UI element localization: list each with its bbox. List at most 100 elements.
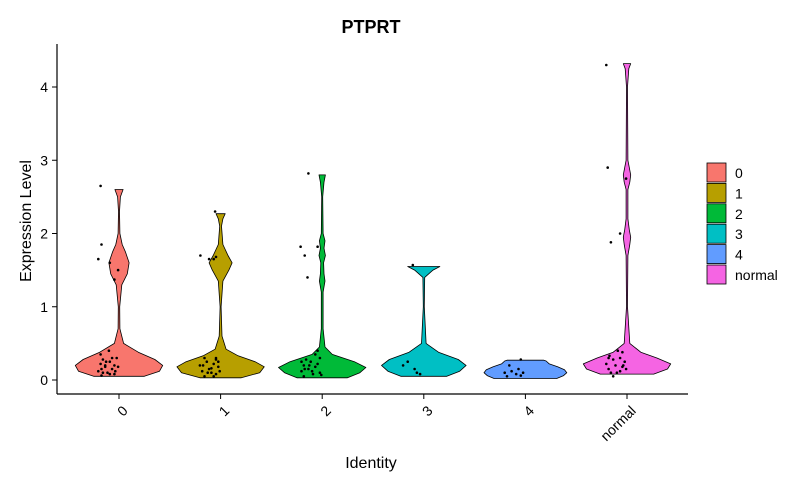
- data-point: [615, 371, 619, 375]
- data-point: [99, 353, 102, 356]
- data-point: [104, 360, 108, 364]
- legend-label-1: 1: [735, 185, 743, 201]
- data-point: [609, 241, 613, 244]
- data-point: [203, 356, 206, 360]
- data-point: [514, 372, 518, 376]
- data-point: [618, 232, 622, 235]
- data-point: [210, 371, 213, 375]
- data-point: [519, 374, 523, 377]
- data-point: [214, 255, 218, 259]
- data-point: [210, 367, 213, 370]
- data-point: [616, 349, 620, 353]
- data-point: [110, 367, 114, 371]
- data-point: [308, 364, 311, 367]
- data-point: [212, 257, 215, 261]
- data-point: [406, 360, 410, 364]
- x-tick-label: 4: [520, 402, 537, 419]
- data-point: [517, 367, 520, 371]
- data-point: [521, 371, 525, 375]
- y-tick-label: 0: [40, 372, 48, 388]
- data-point: [299, 245, 302, 248]
- data-point: [307, 367, 310, 371]
- data-point: [622, 364, 625, 367]
- legend-label-3: 3: [735, 226, 743, 242]
- data-point: [607, 367, 610, 371]
- data-point: [113, 278, 116, 281]
- data-point: [203, 375, 206, 378]
- legend-swatch-2: [706, 203, 727, 224]
- data-point: [415, 371, 419, 375]
- data-point: [207, 367, 211, 371]
- data-point: [510, 369, 513, 373]
- data-point: [605, 63, 608, 67]
- y-axis-label: Expression Level: [18, 160, 35, 282]
- data-point: [201, 364, 205, 367]
- data-point: [418, 372, 422, 376]
- data-point: [99, 184, 102, 188]
- data-point: [100, 374, 103, 377]
- data-point: [303, 254, 307, 257]
- data-point: [310, 369, 314, 373]
- data-point: [116, 365, 120, 369]
- data-point: [318, 371, 322, 375]
- data-point: [100, 243, 103, 246]
- data-point: [199, 254, 202, 257]
- violin-2: [278, 174, 367, 379]
- data-point: [304, 358, 308, 361]
- data-point: [97, 257, 100, 261]
- data-point: [320, 373, 323, 377]
- legend-swatch-1: [706, 182, 727, 203]
- data-point: [212, 362, 215, 366]
- legend-label-2: 2: [735, 206, 743, 222]
- data-point: [302, 375, 306, 378]
- data-point: [110, 356, 114, 360]
- data-point: [108, 261, 112, 265]
- x-tick-label: 2: [317, 402, 334, 419]
- data-point: [300, 360, 303, 364]
- y-tick-label: 2: [40, 226, 48, 242]
- data-point: [401, 364, 405, 367]
- data-point: [99, 362, 102, 366]
- data-point: [607, 356, 610, 360]
- data-point: [621, 350, 624, 354]
- data-point: [618, 356, 622, 360]
- legend-swatch-normal: [706, 264, 727, 285]
- data-point: [608, 354, 611, 358]
- data-point: [207, 257, 211, 261]
- violin-3: [381, 266, 467, 377]
- data-point: [198, 364, 202, 367]
- x-axis-label: Identity: [345, 455, 397, 472]
- data-point: [611, 358, 615, 361]
- data-point: [213, 210, 217, 213]
- data-point: [519, 358, 523, 361]
- plot-area: 0 1 2 3 4 0 1 2 3 4 normal: [40, 44, 688, 444]
- data-point: [309, 360, 313, 364]
- data-point: [508, 364, 511, 367]
- legend-swatch-3: [706, 223, 727, 244]
- data-point: [212, 375, 215, 378]
- data-point: [217, 365, 220, 369]
- legend: 0 1 2 3 4 normal: [706, 162, 778, 285]
- x-tick-label: 1: [216, 402, 233, 419]
- violin-4: [483, 359, 568, 379]
- legend-label-4: 4: [735, 247, 743, 263]
- data-point: [101, 371, 105, 375]
- data-point: [206, 371, 209, 375]
- data-point: [115, 356, 118, 360]
- legend-label-0: 0: [735, 165, 743, 181]
- data-point: [97, 369, 100, 373]
- data-point: [311, 372, 315, 376]
- data-point: [100, 367, 103, 371]
- data-point: [318, 356, 322, 360]
- data-point: [614, 364, 617, 367]
- legend-swatch-0: [706, 162, 727, 183]
- chart-title: PTPRT: [341, 17, 400, 37]
- data-point: [103, 364, 107, 367]
- data-point: [113, 372, 116, 376]
- data-point: [106, 371, 109, 375]
- data-point: [214, 356, 218, 360]
- y-tick-label: 1: [40, 299, 48, 315]
- data-point: [200, 369, 204, 373]
- data-point: [605, 362, 608, 366]
